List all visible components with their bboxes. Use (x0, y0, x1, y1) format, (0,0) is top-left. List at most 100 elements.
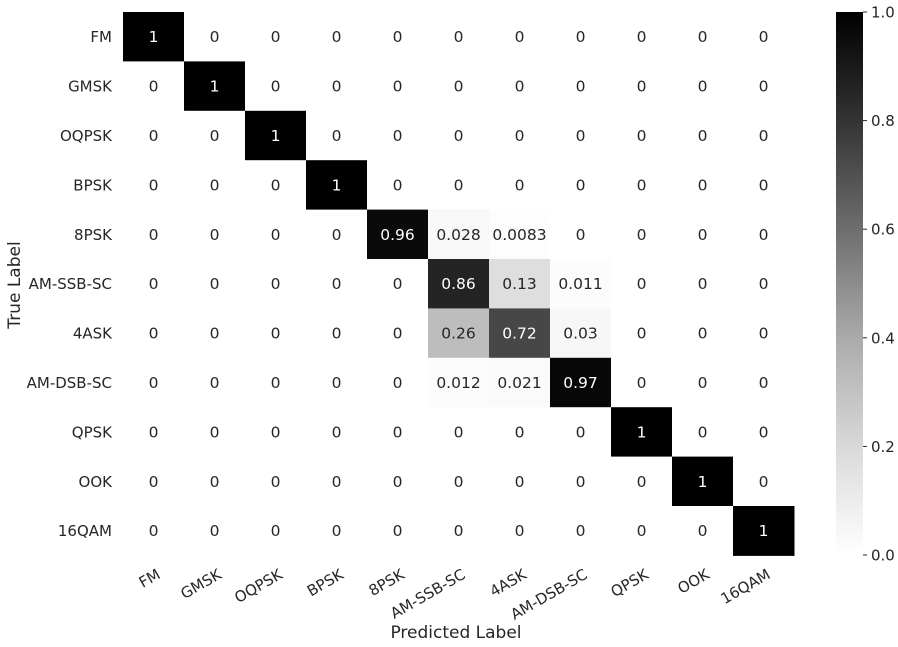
heatmap-cell (245, 61, 307, 112)
cell-value-label: 0.72 (502, 325, 537, 343)
heatmap-cell (733, 61, 795, 112)
heatmap-cell (550, 61, 612, 112)
cell-value-label: 0 (149, 226, 159, 244)
x-tick-label: 4ASK (487, 565, 531, 601)
heatmap-cell (611, 61, 673, 112)
cell-value-label: 0 (271, 522, 281, 540)
heatmap-cell (428, 12, 490, 62)
heatmap-cell (306, 456, 368, 507)
heatmap-cell (428, 308, 490, 359)
heatmap-cell (184, 407, 246, 458)
heatmap-cell (733, 456, 795, 507)
cell-value-label: 0 (393, 522, 403, 540)
heatmap-cell (672, 506, 734, 556)
cell-value-label: 0 (698, 374, 708, 392)
cell-value-label: 0 (271, 473, 281, 491)
cell-value-label: 0 (393, 275, 403, 293)
x-tick-label: QPSK (608, 565, 653, 601)
heatmap-cell (733, 209, 795, 260)
colorbar-tick-label: 0.6 (871, 221, 895, 239)
cell-value-label: 0 (149, 473, 159, 491)
heatmap-cell (245, 357, 307, 408)
y-tick-label: AM-SSB-SC (29, 275, 112, 293)
heatmap-cell (123, 506, 185, 556)
heatmap-cell (489, 160, 551, 211)
cell-value-label: 0 (637, 176, 647, 194)
cell-value-label: 0 (515, 522, 525, 540)
heatmap-cell (245, 407, 307, 458)
x-tick-label: FM (136, 565, 164, 591)
heatmap-cell (245, 12, 307, 62)
cell-value-label: 0 (698, 423, 708, 441)
cell-value-label: 0 (271, 275, 281, 293)
heatmap-cell (306, 110, 368, 161)
cell-value-label: 0 (576, 423, 586, 441)
heatmap-cell (672, 259, 734, 309)
heatmap-cell (611, 12, 673, 62)
heatmap-cell (123, 259, 185, 309)
cell-value-label: 0 (332, 423, 342, 441)
cell-value-label: 0 (393, 176, 403, 194)
heatmap-cell (184, 357, 246, 408)
heatmap-cell (184, 506, 246, 556)
cell-value-label: 0.012 (436, 374, 480, 392)
cell-value-label: 1 (149, 28, 159, 46)
heatmap-cell (550, 456, 612, 507)
cell-value-label: 0 (149, 423, 159, 441)
cell-value-label: 0 (149, 127, 159, 145)
cell-value-label: 0 (698, 28, 708, 46)
cell-value-label: 0 (210, 28, 220, 46)
cell-value-label: 0 (393, 28, 403, 46)
cell-value-label: 0 (332, 28, 342, 46)
cell-value-label: 0 (210, 176, 220, 194)
x-tick-label: 16QAM (718, 565, 774, 608)
cell-value-label: 0.028 (436, 226, 480, 244)
cell-value-label: 0 (149, 374, 159, 392)
x-tick-label: OOK (675, 565, 714, 598)
heatmap-cell (611, 357, 673, 408)
heatmap-cell (367, 110, 429, 161)
heatmap-cell (245, 259, 307, 309)
cell-value-label: 0.26 (441, 325, 476, 343)
heatmap-cell (245, 506, 307, 556)
cell-value-label: 0 (637, 78, 647, 96)
cell-value-label: 0 (576, 522, 586, 540)
x-tick-label: BPSK (304, 565, 348, 601)
heatmap-cell (123, 12, 185, 62)
heatmap-cell (672, 61, 734, 112)
heatmap-cell (184, 61, 246, 112)
cell-value-label: 0 (576, 28, 586, 46)
heatmap-cell (123, 308, 185, 359)
cell-value-label: 0 (515, 78, 525, 96)
cell-value-label: 0 (393, 325, 403, 343)
colorbar-tick-label: 0.8 (871, 112, 895, 130)
y-tick-label: 4ASK (73, 325, 113, 343)
x-tick-label: GMSK (177, 565, 225, 603)
heatmap-cell (672, 407, 734, 458)
heatmap-cell (306, 308, 368, 359)
cell-value-label: 0 (454, 473, 464, 491)
cell-value-label: 0 (576, 473, 586, 491)
heatmap-cell (550, 259, 612, 309)
heatmap-cell (245, 160, 307, 211)
cell-value-label: 1 (210, 78, 220, 96)
heatmap-cell (367, 407, 429, 458)
heatmap-cell (611, 209, 673, 260)
cell-value-label: 0 (393, 473, 403, 491)
heatmap-cell (306, 407, 368, 458)
x-tick-label: OQPSK (231, 565, 286, 607)
cell-value-label: 0 (271, 78, 281, 96)
heatmap-cell (611, 259, 673, 309)
cell-value-label: 0 (393, 127, 403, 145)
cell-value-label: 0 (515, 423, 525, 441)
heatmap-cell (733, 506, 795, 556)
cell-value-label: 0 (759, 325, 769, 343)
cell-value-label: 0 (332, 226, 342, 244)
cell-value-label: 0 (698, 78, 708, 96)
heatmap-cell (184, 456, 246, 507)
cell-value-label: 0.03 (563, 325, 598, 343)
heatmap-cell (428, 61, 490, 112)
colorbar-ticks: 0.0 0.2 0.4 0.6 0.8 1.0 (863, 4, 895, 565)
y-tick-label: FM (90, 28, 112, 46)
